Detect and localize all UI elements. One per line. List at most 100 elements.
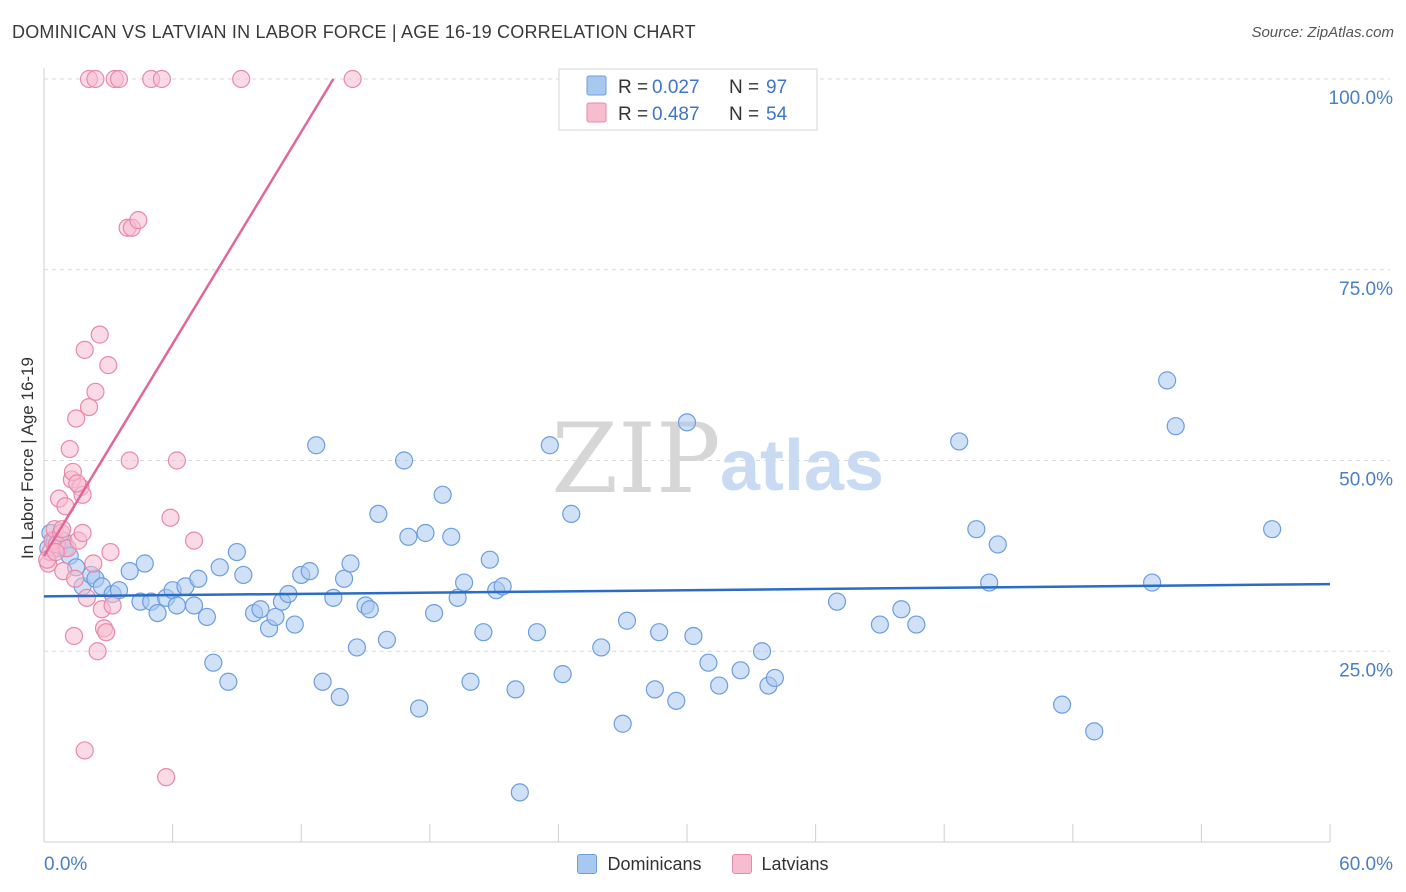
legend-item-latvians: Latvians [731, 853, 829, 875]
legend-swatch-latvians-bottom [731, 854, 752, 874]
dominican-point-99 [1263, 520, 1282, 539]
latvian-point-39 [129, 211, 148, 230]
latvian-point-43 [161, 508, 180, 527]
dominican-point-69 [540, 436, 559, 455]
dominican-point-53 [399, 527, 418, 546]
dominican-point-63 [480, 550, 499, 569]
dominican-point-75 [645, 680, 664, 699]
latvian-trend-line [42, 78, 335, 557]
legend-n-label-latvians: N = [729, 104, 759, 125]
latvian-point-13 [64, 626, 84, 646]
dominican-point-56 [424, 603, 444, 623]
dominican-point-50 [369, 504, 388, 524]
y-tick-label-75: 75.0% [1339, 279, 1393, 300]
series-legend: Dominicans Latvians [0, 852, 1406, 876]
dominican-point-40 [300, 562, 319, 581]
dominican-point-30 [227, 542, 246, 562]
dominican-point-87 [870, 615, 890, 634]
dominican-point-29 [219, 672, 238, 691]
latvians-points [38, 69, 362, 787]
dominican-point-62 [474, 623, 493, 642]
dominican-point-43 [324, 588, 343, 607]
dominican-point-72 [592, 638, 611, 657]
dominican-point-65 [493, 577, 512, 596]
watermark: ZIP atlas [551, 403, 884, 515]
dominican-point-93 [988, 535, 1007, 554]
source-label: Source: ZipAtlas.com [1251, 24, 1394, 41]
dominican-point-89 [907, 615, 926, 634]
y-tick-label-50: 50.0% [1339, 470, 1393, 491]
legend-r-value-latvians: 0.487 [652, 104, 700, 125]
latvian-point-31 [101, 542, 120, 562]
dominican-point-49 [360, 600, 379, 619]
dominican-point-28 [210, 558, 229, 577]
y-tick-labels: 25.0% 50.0% 75.0% 100.0% [1329, 88, 1394, 681]
latvian-point-23 [84, 554, 103, 573]
dominican-trend-line [43, 582, 1331, 598]
dominican-point-68 [527, 623, 547, 642]
dominican-point-83 [752, 642, 772, 661]
dominican-point-33 [251, 600, 270, 619]
stats-legend: R = 0.027 N = 97 R = 0.487 N = 54 [558, 68, 818, 131]
latvian-point-34 [86, 69, 105, 89]
dominican-point-45 [334, 569, 354, 588]
latvian-point-26 [90, 325, 109, 344]
y-tick-label-100: 100.0% [1329, 88, 1394, 109]
dominican-point-27 [204, 653, 223, 672]
dominican-point-77 [667, 691, 686, 710]
dominican-point-55 [416, 523, 435, 543]
dominican-point-52 [394, 451, 414, 470]
dominican-point-17 [135, 554, 154, 573]
latvian-point-25 [88, 642, 107, 661]
legend-r-label-latvians: R = [618, 104, 648, 125]
dominican-point-38 [285, 615, 304, 634]
latvian-point-45 [184, 531, 204, 550]
dominican-point-76 [650, 623, 669, 642]
legend-n-label-dominicans: N = [729, 77, 759, 98]
chart-title: DOMINICAN VS LATVIAN IN LABOR FORCE | AG… [12, 22, 696, 42]
latvian-point-42 [152, 69, 171, 89]
dominican-point-86 [827, 592, 847, 611]
dominican-point-35 [266, 607, 285, 627]
trend-lines [42, 78, 1331, 598]
dominican-point-61 [461, 672, 480, 691]
dominican-point-74 [617, 611, 637, 630]
dominican-point-70 [553, 665, 572, 684]
latvian-point-44 [167, 451, 186, 470]
dominican-point-57 [433, 485, 452, 504]
x-tick-label-min: 0.0% [44, 854, 87, 875]
legend-r-label-dominicans: R = [618, 77, 648, 98]
dominican-point-42 [313, 672, 332, 691]
legend-swatch-dominicans-bottom [577, 854, 598, 874]
dominican-point-60 [454, 573, 474, 592]
legend-label-latvians: Latvians [761, 853, 829, 874]
dominican-point-15 [120, 562, 139, 581]
dominican-point-22 [167, 596, 186, 615]
latvian-point-17 [73, 523, 92, 543]
dominican-point-95 [1085, 722, 1104, 741]
legend-n-value-dominicans: 97 [766, 77, 787, 98]
dominican-point-19 [148, 603, 167, 623]
latvian-point-10 [60, 439, 79, 459]
latvian-point-22 [79, 397, 99, 417]
dominican-point-98 [1166, 417, 1185, 436]
y-tick-label-25: 25.0% [1339, 660, 1393, 681]
watermark-atlas: atlas [720, 426, 884, 506]
axes [43, 68, 1331, 843]
legend-item-dominicans: Dominicans [577, 854, 702, 875]
dominican-point-54 [409, 699, 429, 718]
dominican-point-78 [677, 413, 697, 432]
gridlines [44, 78, 1390, 652]
dominican-point-66 [506, 680, 525, 699]
latvian-point-40 [120, 451, 139, 470]
latvian-point-21 [77, 588, 96, 607]
latvian-point-30 [99, 356, 118, 375]
latvian-point-32 [103, 596, 122, 615]
latvian-point-46 [232, 69, 251, 89]
x-tick-label-max: 60.0% [1339, 854, 1393, 875]
dominican-point-82 [731, 661, 750, 680]
latvian-point-14 [67, 409, 86, 428]
latvian-point-24 [86, 382, 105, 401]
dominican-point-71 [562, 504, 581, 524]
